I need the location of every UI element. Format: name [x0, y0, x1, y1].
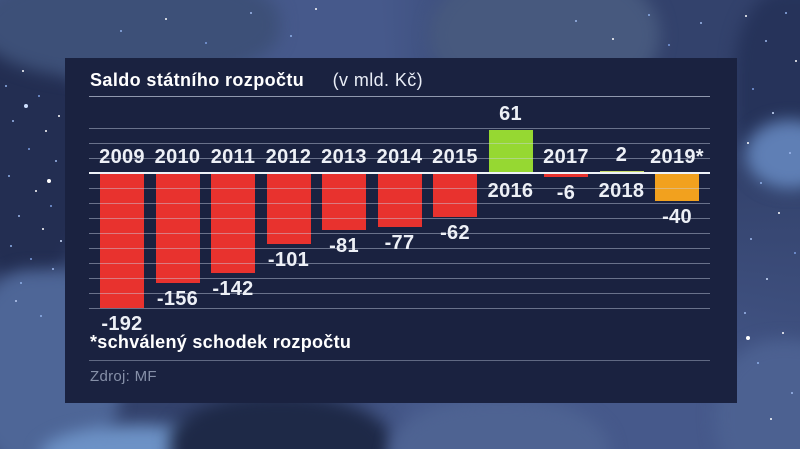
chart-panel: Saldo státního rozpočtu (v mld. Kč) 2009… [65, 58, 737, 403]
bar-2014 [377, 173, 422, 227]
zero-axis-line [89, 172, 710, 174]
value-label-2017: -6 [556, 182, 576, 204]
bar-2009 [100, 173, 144, 308]
value-label-2009: -192 [101, 313, 143, 335]
value-label-2010: -156 [156, 288, 199, 310]
bar-2013 [322, 173, 366, 230]
value-label-2015: -62 [440, 222, 470, 244]
year-label-2016: 2016 [487, 180, 534, 202]
footnote: *schválený schodek rozpočtu [90, 332, 352, 352]
value-label-2014: -77 [384, 232, 415, 254]
bar-2010 [155, 173, 200, 283]
source-divider [89, 360, 710, 361]
value-label-2018: 2 [615, 144, 628, 166]
title-divider [89, 96, 710, 97]
value-label-2011: -142 [212, 278, 254, 300]
year-label-2013: 2013 [321, 146, 367, 168]
bar-2016 [488, 130, 533, 173]
chart-header: Saldo státního rozpočtu (v mld. Kč) [90, 70, 423, 91]
year-label-2012: 2012 [265, 146, 312, 168]
year-label-2009: 2009 [99, 146, 145, 168]
city-lights-dots [0, 0, 2, 2]
year-label-2014: 2014 [376, 146, 423, 168]
value-label-2013: -81 [329, 235, 359, 257]
year-label-2019*: 2019* [650, 146, 704, 168]
bar-2017 [544, 173, 588, 177]
bar-2011 [211, 173, 255, 273]
year-label-2015: 2015 [432, 146, 478, 168]
year-label-2018: 2018 [598, 180, 645, 202]
value-label-2012: -101 [267, 249, 310, 271]
chart-title: Saldo státního rozpočtu [90, 70, 305, 90]
chart-unit-label: (v mld. Kč) [332, 70, 424, 90]
year-label-2017: 2017 [543, 146, 589, 168]
bar-2015 [433, 173, 477, 217]
value-label-2016: 61 [499, 103, 522, 125]
year-label-2010: 2010 [154, 146, 201, 168]
source-label: Zdroj: MF [90, 368, 157, 385]
plot-area: 2009 -192 2010 -156 2011 -142 2012 -101 2013 -81 2… [89, 103, 710, 335]
bar-2012 [266, 173, 311, 244]
bar-2019* [655, 173, 699, 201]
year-label-2011: 2011 [210, 146, 256, 168]
value-label-2019*: -40 [662, 206, 692, 228]
